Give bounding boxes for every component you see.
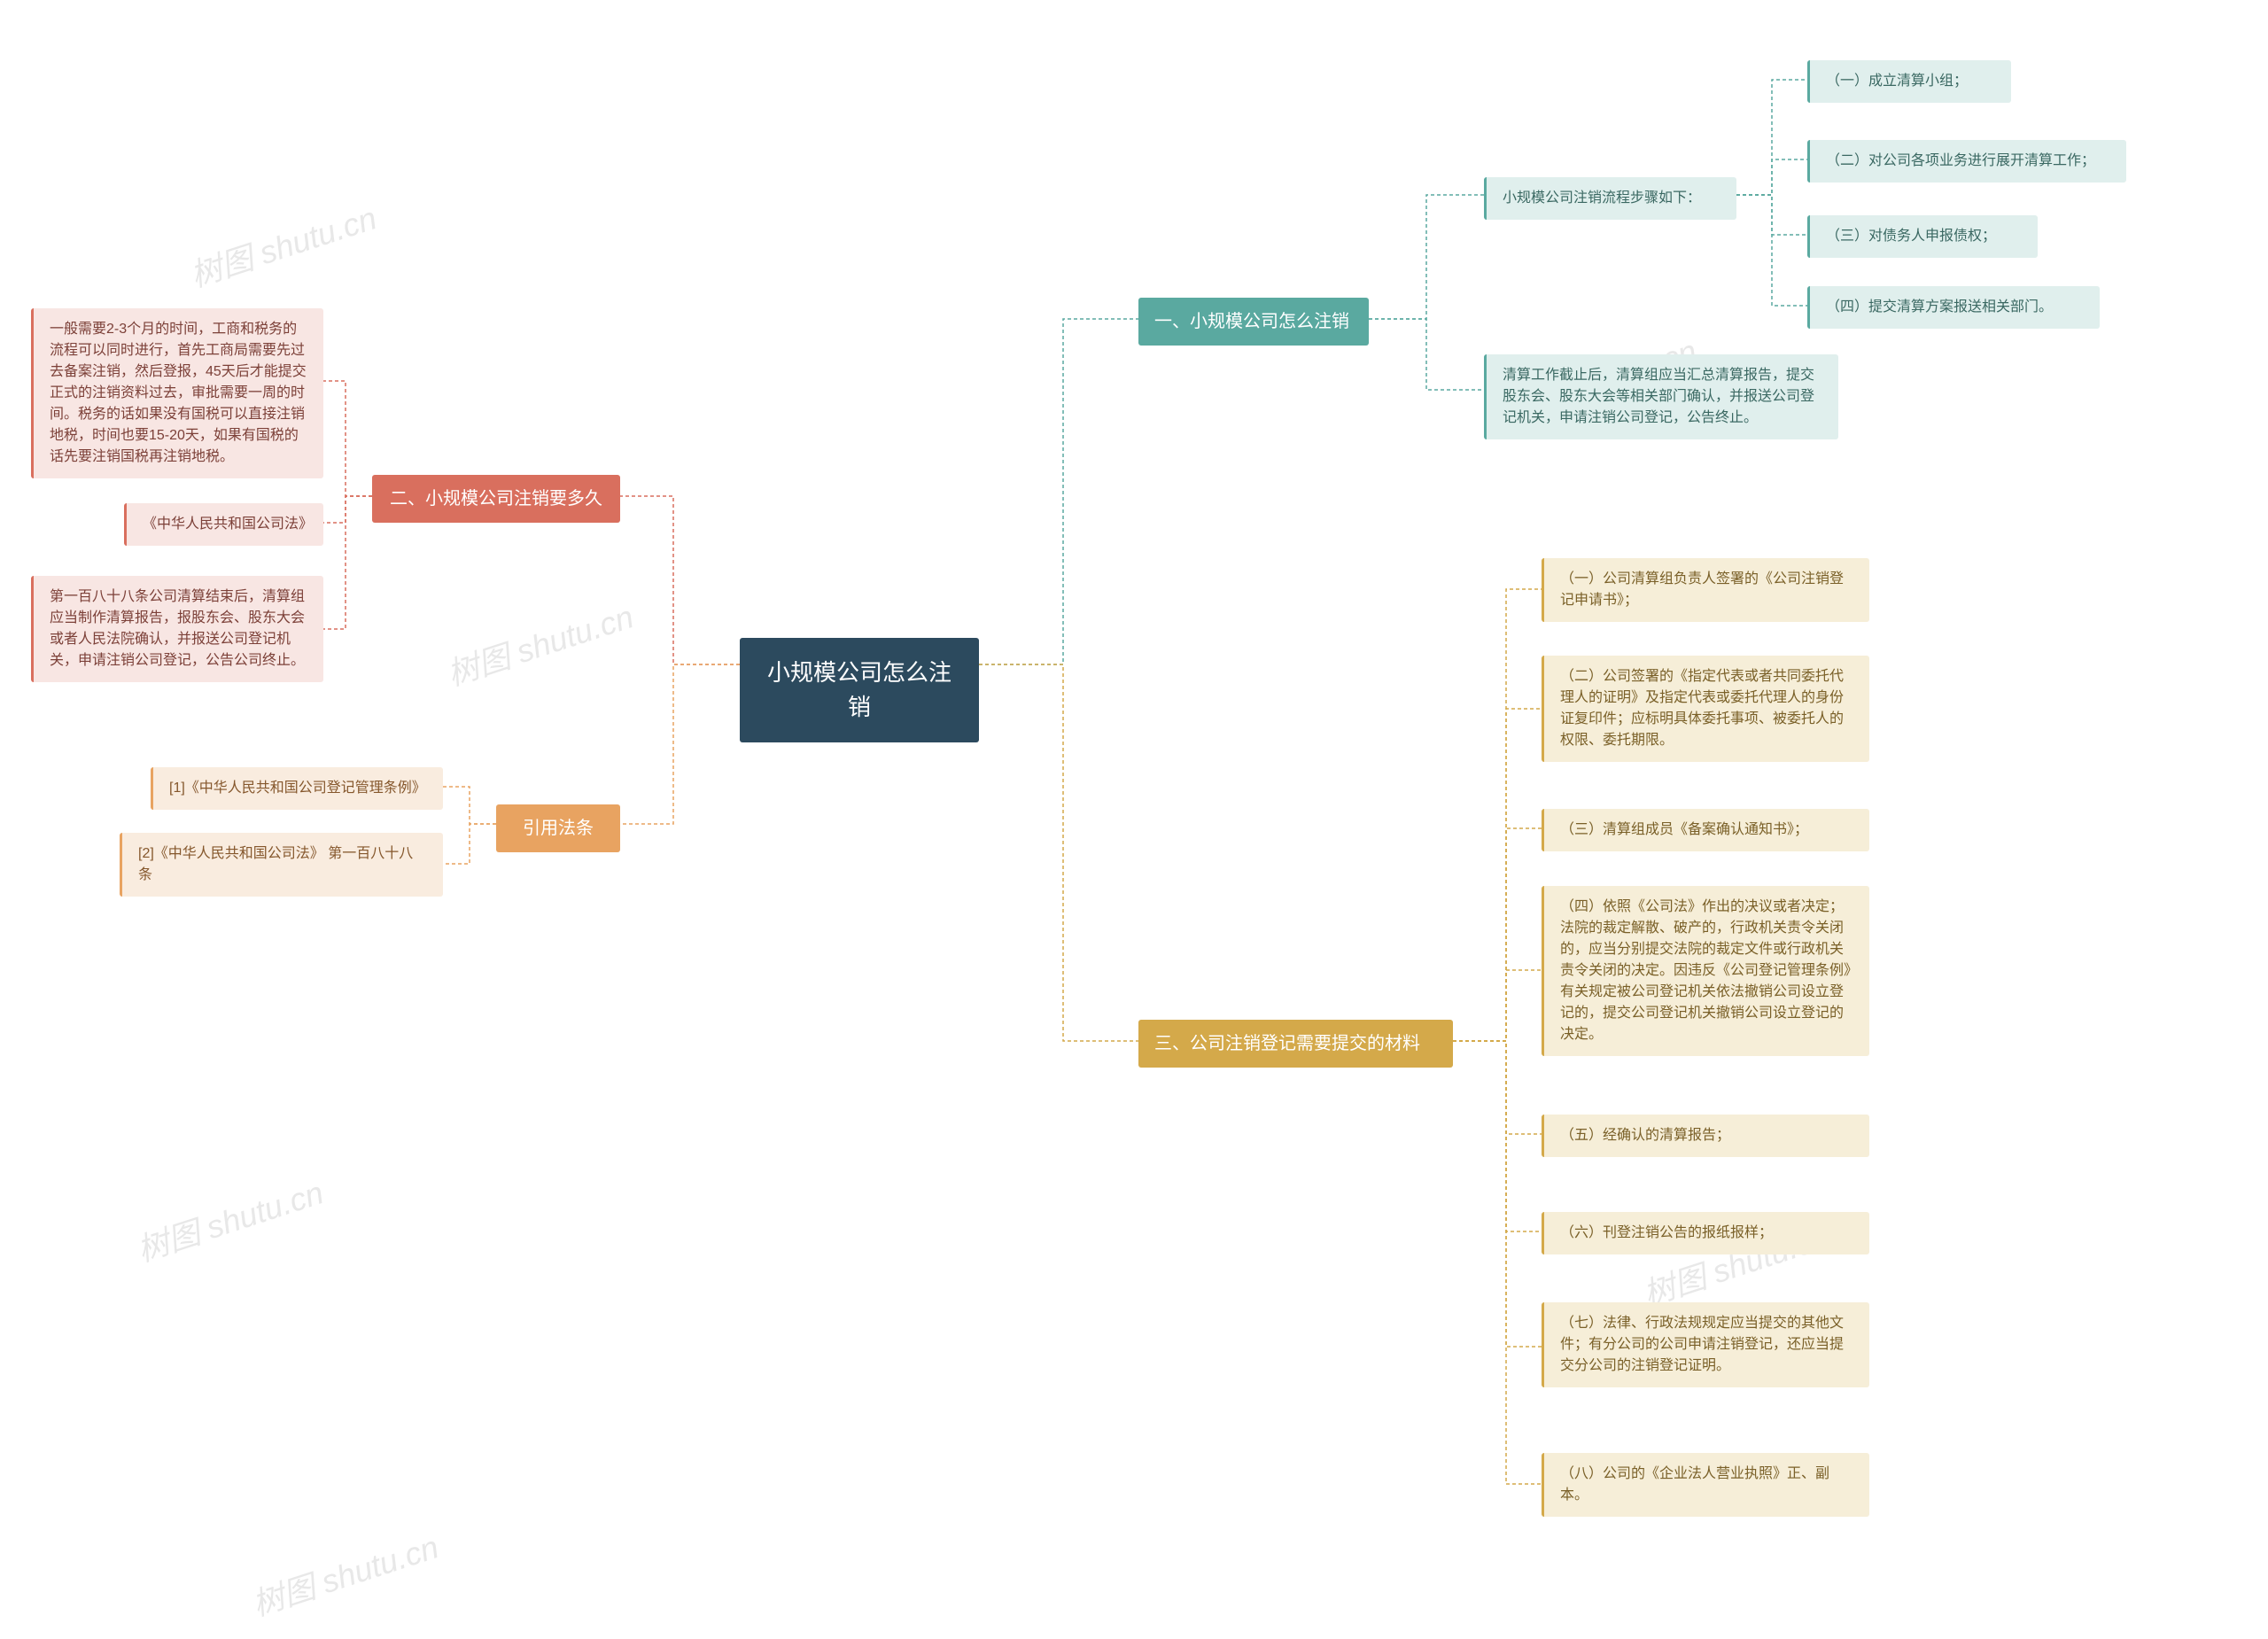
watermark: 树图 shutu.cn <box>245 1522 443 1626</box>
watermark: 树图 shutu.cn <box>183 193 381 297</box>
branch-4-item-2[interactable]: [2]《中华人民共和国公司法》 第一百八十八条 <box>120 833 443 897</box>
branch-3-item-7[interactable]: （七）法律、行政法规规定应当提交的其他文件；有分公司的公司申请注销登记，还应当提… <box>1542 1302 1869 1387</box>
mindmap-canvas: 树图 shutu.cn 树图 shutu.cn 树图 shutu.cn 树图 s… <box>0 0 2268 1639</box>
branch-1[interactable]: 一、小规模公司怎么注销 <box>1138 298 1369 346</box>
branch-3-item-8[interactable]: （八）公司的《企业法人营业执照》正、副本。 <box>1542 1453 1869 1517</box>
branch-1-sub1-item-1[interactable]: （一）成立清算小组； <box>1807 60 2011 103</box>
branch-4[interactable]: 引用法条 <box>496 804 620 852</box>
branch-3[interactable]: 三、公司注销登记需要提交的材料 <box>1138 1020 1453 1068</box>
branch-3-item-4[interactable]: （四）依照《公司法》作出的决议或者决定；法院的裁定解散、破产的，行政机关责令关闭… <box>1542 886 1869 1056</box>
root-node[interactable]: 小规模公司怎么注销 <box>740 638 979 742</box>
branch-1-sub1-item-3[interactable]: （三）对债务人申报债权； <box>1807 215 2038 258</box>
branch-1-sub1[interactable]: 小规模公司注销流程步骤如下： <box>1484 177 1736 220</box>
watermark: 树图 shutu.cn <box>440 592 638 695</box>
branch-2-item-3[interactable]: 第一百八十八条公司清算结束后，清算组应当制作清算报告，报股东会、股东大会或者人民… <box>31 576 323 682</box>
branch-2[interactable]: 二、小规模公司注销要多久 <box>372 475 620 523</box>
branch-2-item-2[interactable]: 《中华人民共和国公司法》 <box>124 503 323 546</box>
branch-3-item-1[interactable]: （一）公司清算组负责人签署的《公司注销登记申请书》； <box>1542 558 1869 622</box>
branch-3-item-3[interactable]: （三）清算组成员《备案确认通知书》； <box>1542 809 1869 851</box>
branch-3-item-2[interactable]: （二）公司签署的《指定代表或者共同委托代理人的证明》及指定代表或委托代理人的身份… <box>1542 656 1869 762</box>
branch-2-item-1[interactable]: 一般需要2-3个月的时间，工商和税务的流程可以同时进行，首先工商局需要先过去备案… <box>31 308 323 478</box>
branch-3-item-5[interactable]: （五）经确认的清算报告； <box>1542 1115 1869 1157</box>
branch-1-sub2[interactable]: 清算工作截止后，清算组应当汇总清算报告，提交股东会、股东大会等相关部门确认，并报… <box>1484 354 1838 439</box>
branch-4-item-1[interactable]: [1]《中华人民共和国公司登记管理条例》 <box>151 767 443 810</box>
branch-1-sub1-item-4[interactable]: （四）提交清算方案报送相关部门。 <box>1807 286 2100 329</box>
branch-1-sub1-item-2[interactable]: （二）对公司各项业务进行展开清算工作； <box>1807 140 2126 183</box>
branch-3-item-6[interactable]: （六）刊登注销公告的报纸报样； <box>1542 1212 1869 1254</box>
watermark: 树图 shutu.cn <box>130 1168 328 1271</box>
